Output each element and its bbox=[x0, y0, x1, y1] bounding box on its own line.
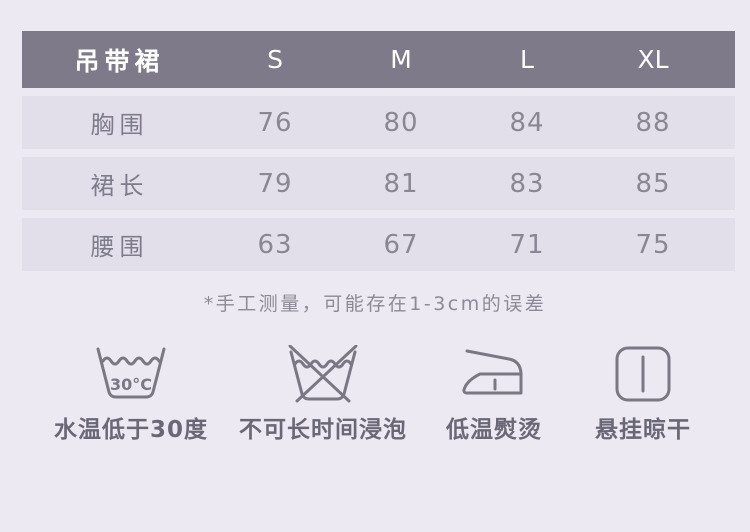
iron-low-temp-icon bbox=[461, 342, 527, 406]
cell-value: 88 bbox=[635, 107, 671, 138]
cell-value: 63 bbox=[257, 229, 293, 260]
hang-dry-icon bbox=[614, 342, 672, 406]
cell-value: 67 bbox=[383, 229, 419, 260]
cell-value: 79 bbox=[257, 168, 293, 199]
care-instruction-hang-dry: 悬挂晾干 bbox=[553, 342, 733, 444]
care-label: 不可长时间浸泡 bbox=[239, 417, 407, 443]
product-name: 吊带裙 bbox=[74, 46, 165, 76]
cell-value: 76 bbox=[257, 107, 293, 138]
size-column-header-l: L bbox=[520, 45, 534, 74]
care-label: 水温低于30度 bbox=[53, 417, 208, 443]
cell-value: 83 bbox=[509, 168, 545, 199]
care-instruction-iron-low: 低温熨烫 bbox=[404, 342, 584, 444]
care-instruction-wash-temp: 30°C 水温低于30度 bbox=[41, 342, 221, 444]
cell-value: 84 bbox=[509, 107, 545, 138]
measurement-disclaimer: *手工测量，可能存在1-3cm的误差 bbox=[203, 293, 547, 315]
cell-value: 85 bbox=[635, 168, 671, 199]
size-column-header-xl: XL bbox=[637, 45, 669, 74]
table-row-chest: 胸围 76 80 84 88 bbox=[22, 96, 735, 149]
care-label: 低温熨烫 bbox=[446, 417, 542, 443]
cell-value: 75 bbox=[635, 229, 671, 260]
cell-value: 81 bbox=[383, 168, 419, 199]
row-label: 胸围 bbox=[90, 111, 149, 139]
table-row-length: 裙长 79 81 83 85 bbox=[22, 157, 735, 210]
size-column-header-s: S bbox=[267, 45, 283, 74]
care-instruction-no-soak: 不可长时间浸泡 bbox=[233, 342, 413, 444]
no-soak-crossed-tub-icon bbox=[287, 342, 359, 406]
size-table: 吊带裙 S M L XL 胸围 76 80 84 88 裙长 79 81 83 … bbox=[22, 31, 735, 271]
cell-value: 71 bbox=[509, 229, 545, 260]
care-label: 悬挂晾干 bbox=[595, 417, 691, 443]
row-label: 腰围 bbox=[90, 233, 149, 261]
table-row-waist: 腰围 63 67 71 75 bbox=[22, 218, 735, 271]
cell-value: 80 bbox=[383, 107, 419, 138]
size-table-header-row: 吊带裙 S M L XL bbox=[22, 31, 735, 88]
size-column-header-m: M bbox=[390, 45, 412, 74]
wash-tub-30c-icon: 30°C bbox=[95, 342, 167, 406]
row-label: 裙长 bbox=[90, 172, 149, 200]
svg-text:30°C: 30°C bbox=[110, 375, 152, 394]
